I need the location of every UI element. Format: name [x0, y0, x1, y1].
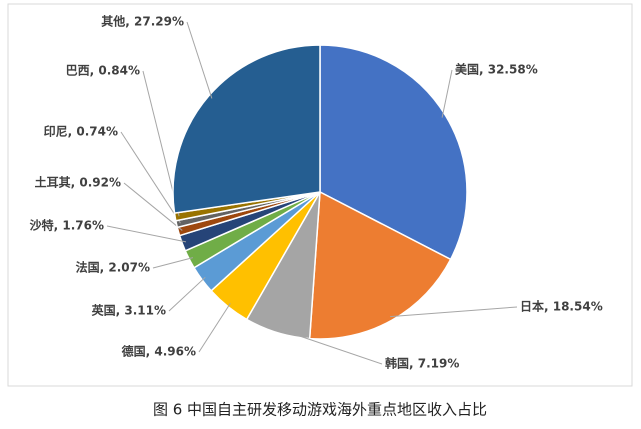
data-label: 德国, 4.96%	[122, 344, 196, 359]
caption: 图 6 中国自主研发移动游戏海外重点地区收入占比	[153, 401, 487, 419]
data-label: 土耳其, 0.92%	[35, 175, 121, 190]
pie-slice	[172, 44, 321, 214]
data-label: 英国, 3.11%	[92, 303, 166, 318]
pie-slice	[308, 190, 452, 340]
leader-line	[123, 182, 183, 231]
data-label: 其他, 27.29%	[101, 14, 184, 29]
data-label: 日本, 18.54%	[520, 299, 603, 314]
pie-slice	[319, 44, 468, 261]
leader-line	[186, 21, 213, 99]
data-label: 法国, 2.07%	[76, 260, 150, 275]
data-label: 巴西, 0.84%	[66, 64, 140, 78]
leader-line	[168, 276, 206, 312]
leader-line	[390, 306, 518, 318]
leader-line	[120, 131, 181, 224]
data-label: 美国, 32.58%	[455, 62, 538, 77]
data-label: 沙特, 1.76%	[30, 218, 104, 233]
leader-line	[278, 328, 383, 365]
leader-line	[152, 257, 194, 269]
data-label: 印尼, 0.74%	[44, 125, 118, 139]
leader-line	[198, 303, 231, 353]
leader-line	[441, 69, 453, 118]
data-label: 韩国, 7.19%	[385, 356, 459, 371]
leader-line	[106, 225, 187, 243]
